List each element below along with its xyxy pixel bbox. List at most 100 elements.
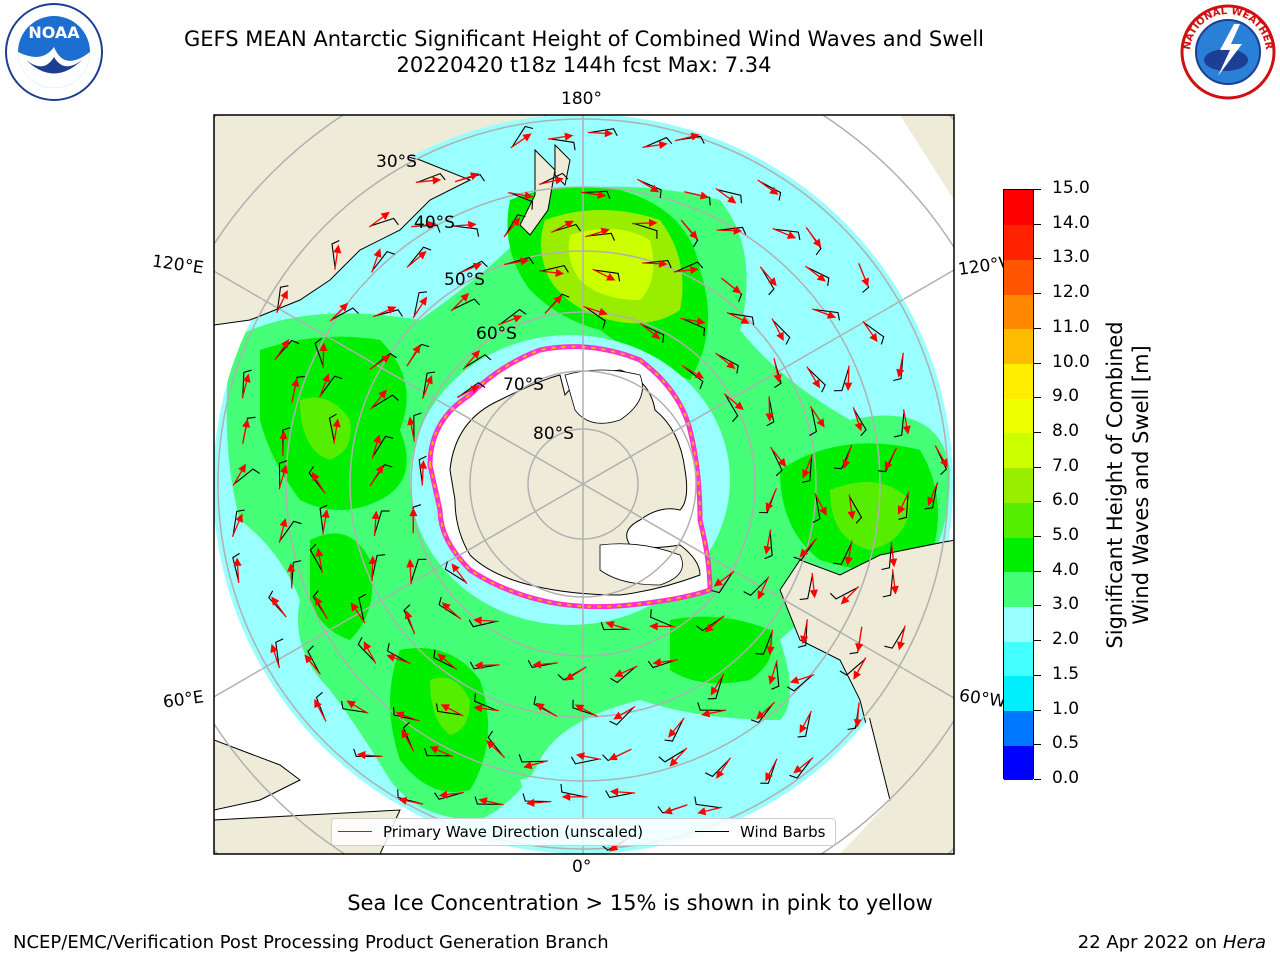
wave-direction-arrow bbox=[853, 702, 862, 728]
noaa-logo-text: NOAA bbox=[28, 23, 80, 42]
wave-direction-arrow bbox=[769, 446, 787, 468]
wind-barb bbox=[728, 312, 755, 326]
wave-direction-arrow bbox=[715, 187, 737, 204]
wind-barb bbox=[417, 172, 446, 183]
wave-direction-arrow bbox=[715, 352, 736, 370]
wind-barb bbox=[884, 627, 906, 649]
wind-barb bbox=[683, 366, 704, 390]
wave-direction-arrow bbox=[763, 529, 772, 555]
colorbar-segment bbox=[1004, 259, 1033, 295]
wind-barb bbox=[371, 554, 386, 580]
wave-direction-arrow bbox=[889, 541, 898, 568]
colorbar-tick bbox=[1034, 536, 1041, 538]
wave-direction-arrow bbox=[592, 268, 616, 281]
wind-barb bbox=[759, 180, 782, 201]
wave-direction-arrow bbox=[503, 257, 530, 266]
wind-barb bbox=[833, 542, 853, 565]
wave-direction-arrow bbox=[806, 366, 821, 389]
wind-barb bbox=[716, 353, 739, 374]
wave-direction-arrow bbox=[663, 804, 688, 815]
wave-direction-arrow bbox=[404, 609, 416, 635]
wind-barb bbox=[799, 574, 813, 601]
wave-direction-arrow bbox=[508, 191, 534, 200]
colorbar-tick-label: 7.0 bbox=[1052, 455, 1080, 476]
lat-label-60s: 60°S bbox=[476, 324, 517, 344]
wave-direction-arrow bbox=[363, 641, 377, 664]
wind-barb bbox=[408, 246, 432, 267]
colorbar-segment bbox=[1004, 398, 1033, 434]
colorbar-tick bbox=[1034, 744, 1041, 746]
colorbar-tick-label: 0.0 bbox=[1052, 768, 1080, 788]
wave-direction-arrow bbox=[726, 311, 750, 324]
wave-direction-arrow bbox=[473, 616, 499, 625]
noaa-logo: NOAA bbox=[5, 3, 103, 101]
wind-barb bbox=[839, 658, 866, 676]
wind-barb bbox=[500, 308, 527, 325]
wind-barb bbox=[863, 322, 885, 345]
map-frame bbox=[213, 114, 955, 855]
wind-barb bbox=[801, 456, 813, 484]
wave-direction-arrow bbox=[809, 572, 818, 599]
wave-direction-arrow bbox=[231, 513, 243, 538]
colorbar-segment bbox=[1004, 675, 1033, 712]
colorbar-tick-label: 2.0 bbox=[1052, 629, 1080, 650]
wave-direction-arrow bbox=[440, 704, 464, 717]
wave-direction-arrow bbox=[581, 190, 607, 199]
wave-direction-arrow bbox=[478, 797, 504, 806]
wave-direction-arrow bbox=[441, 602, 462, 620]
wind-barb bbox=[487, 730, 504, 757]
wind-barb bbox=[434, 792, 463, 800]
wind-barb bbox=[444, 561, 466, 583]
wind-barb bbox=[704, 759, 730, 778]
wind-barb bbox=[418, 455, 427, 484]
wind-barb bbox=[772, 319, 791, 345]
wave-direction-arrow bbox=[701, 709, 727, 718]
wave-direction-arrow bbox=[370, 389, 387, 410]
wave-direction-arrow bbox=[681, 365, 705, 379]
wave-direction-arrow bbox=[768, 660, 778, 685]
wave-direction-arrow bbox=[395, 711, 420, 722]
wind-barb bbox=[511, 125, 534, 147]
wind-barb bbox=[793, 539, 816, 561]
wind-barb bbox=[853, 408, 867, 437]
wind-barb bbox=[540, 172, 569, 185]
wind-barb bbox=[307, 645, 320, 673]
wave-direction-arrow bbox=[321, 509, 330, 535]
wind-barb bbox=[761, 268, 775, 296]
wave-direction-arrow bbox=[421, 375, 433, 399]
wind-barb bbox=[372, 435, 394, 458]
wind-barb bbox=[358, 593, 367, 622]
wind-barb bbox=[814, 309, 841, 321]
wave-direction-arrow bbox=[757, 576, 770, 600]
colorbar-tick bbox=[1034, 223, 1041, 225]
wind-barb bbox=[760, 760, 777, 784]
wind-barb bbox=[386, 643, 409, 664]
colorbar-segment bbox=[1004, 606, 1033, 642]
wave-direction-arrow bbox=[613, 705, 636, 720]
colorbar-segment bbox=[1004, 363, 1033, 399]
wave-direction-arrow bbox=[680, 219, 698, 240]
lat-label-80s: 80°S bbox=[533, 424, 574, 444]
wave-direction-arrow bbox=[498, 314, 523, 326]
wave-direction-arrow bbox=[799, 538, 818, 558]
wave-direction-arrow bbox=[406, 250, 427, 268]
wind-barb bbox=[276, 285, 289, 312]
wind-barb bbox=[771, 448, 783, 477]
colorbar-segment bbox=[1004, 467, 1033, 503]
wind-barb bbox=[764, 531, 773, 560]
wind-barb bbox=[807, 367, 826, 393]
wave-direction-arrow bbox=[372, 306, 397, 318]
wave-vectors bbox=[231, 125, 948, 852]
wind-barb bbox=[675, 261, 704, 273]
wave-direction-arrow bbox=[412, 296, 428, 319]
colorbar-tick-label: 11.0 bbox=[1052, 316, 1090, 337]
colorbar-segment bbox=[1004, 537, 1033, 573]
colorbar-tick bbox=[1034, 640, 1041, 642]
wind-barb bbox=[331, 307, 359, 321]
machine-name: Hera bbox=[1222, 932, 1266, 953]
wave-direction-arrow bbox=[346, 700, 369, 715]
wave-direction-arrow bbox=[371, 248, 382, 273]
wind-barb bbox=[809, 407, 818, 436]
wave-direction-arrow bbox=[713, 570, 735, 587]
wind-barb bbox=[750, 703, 774, 724]
